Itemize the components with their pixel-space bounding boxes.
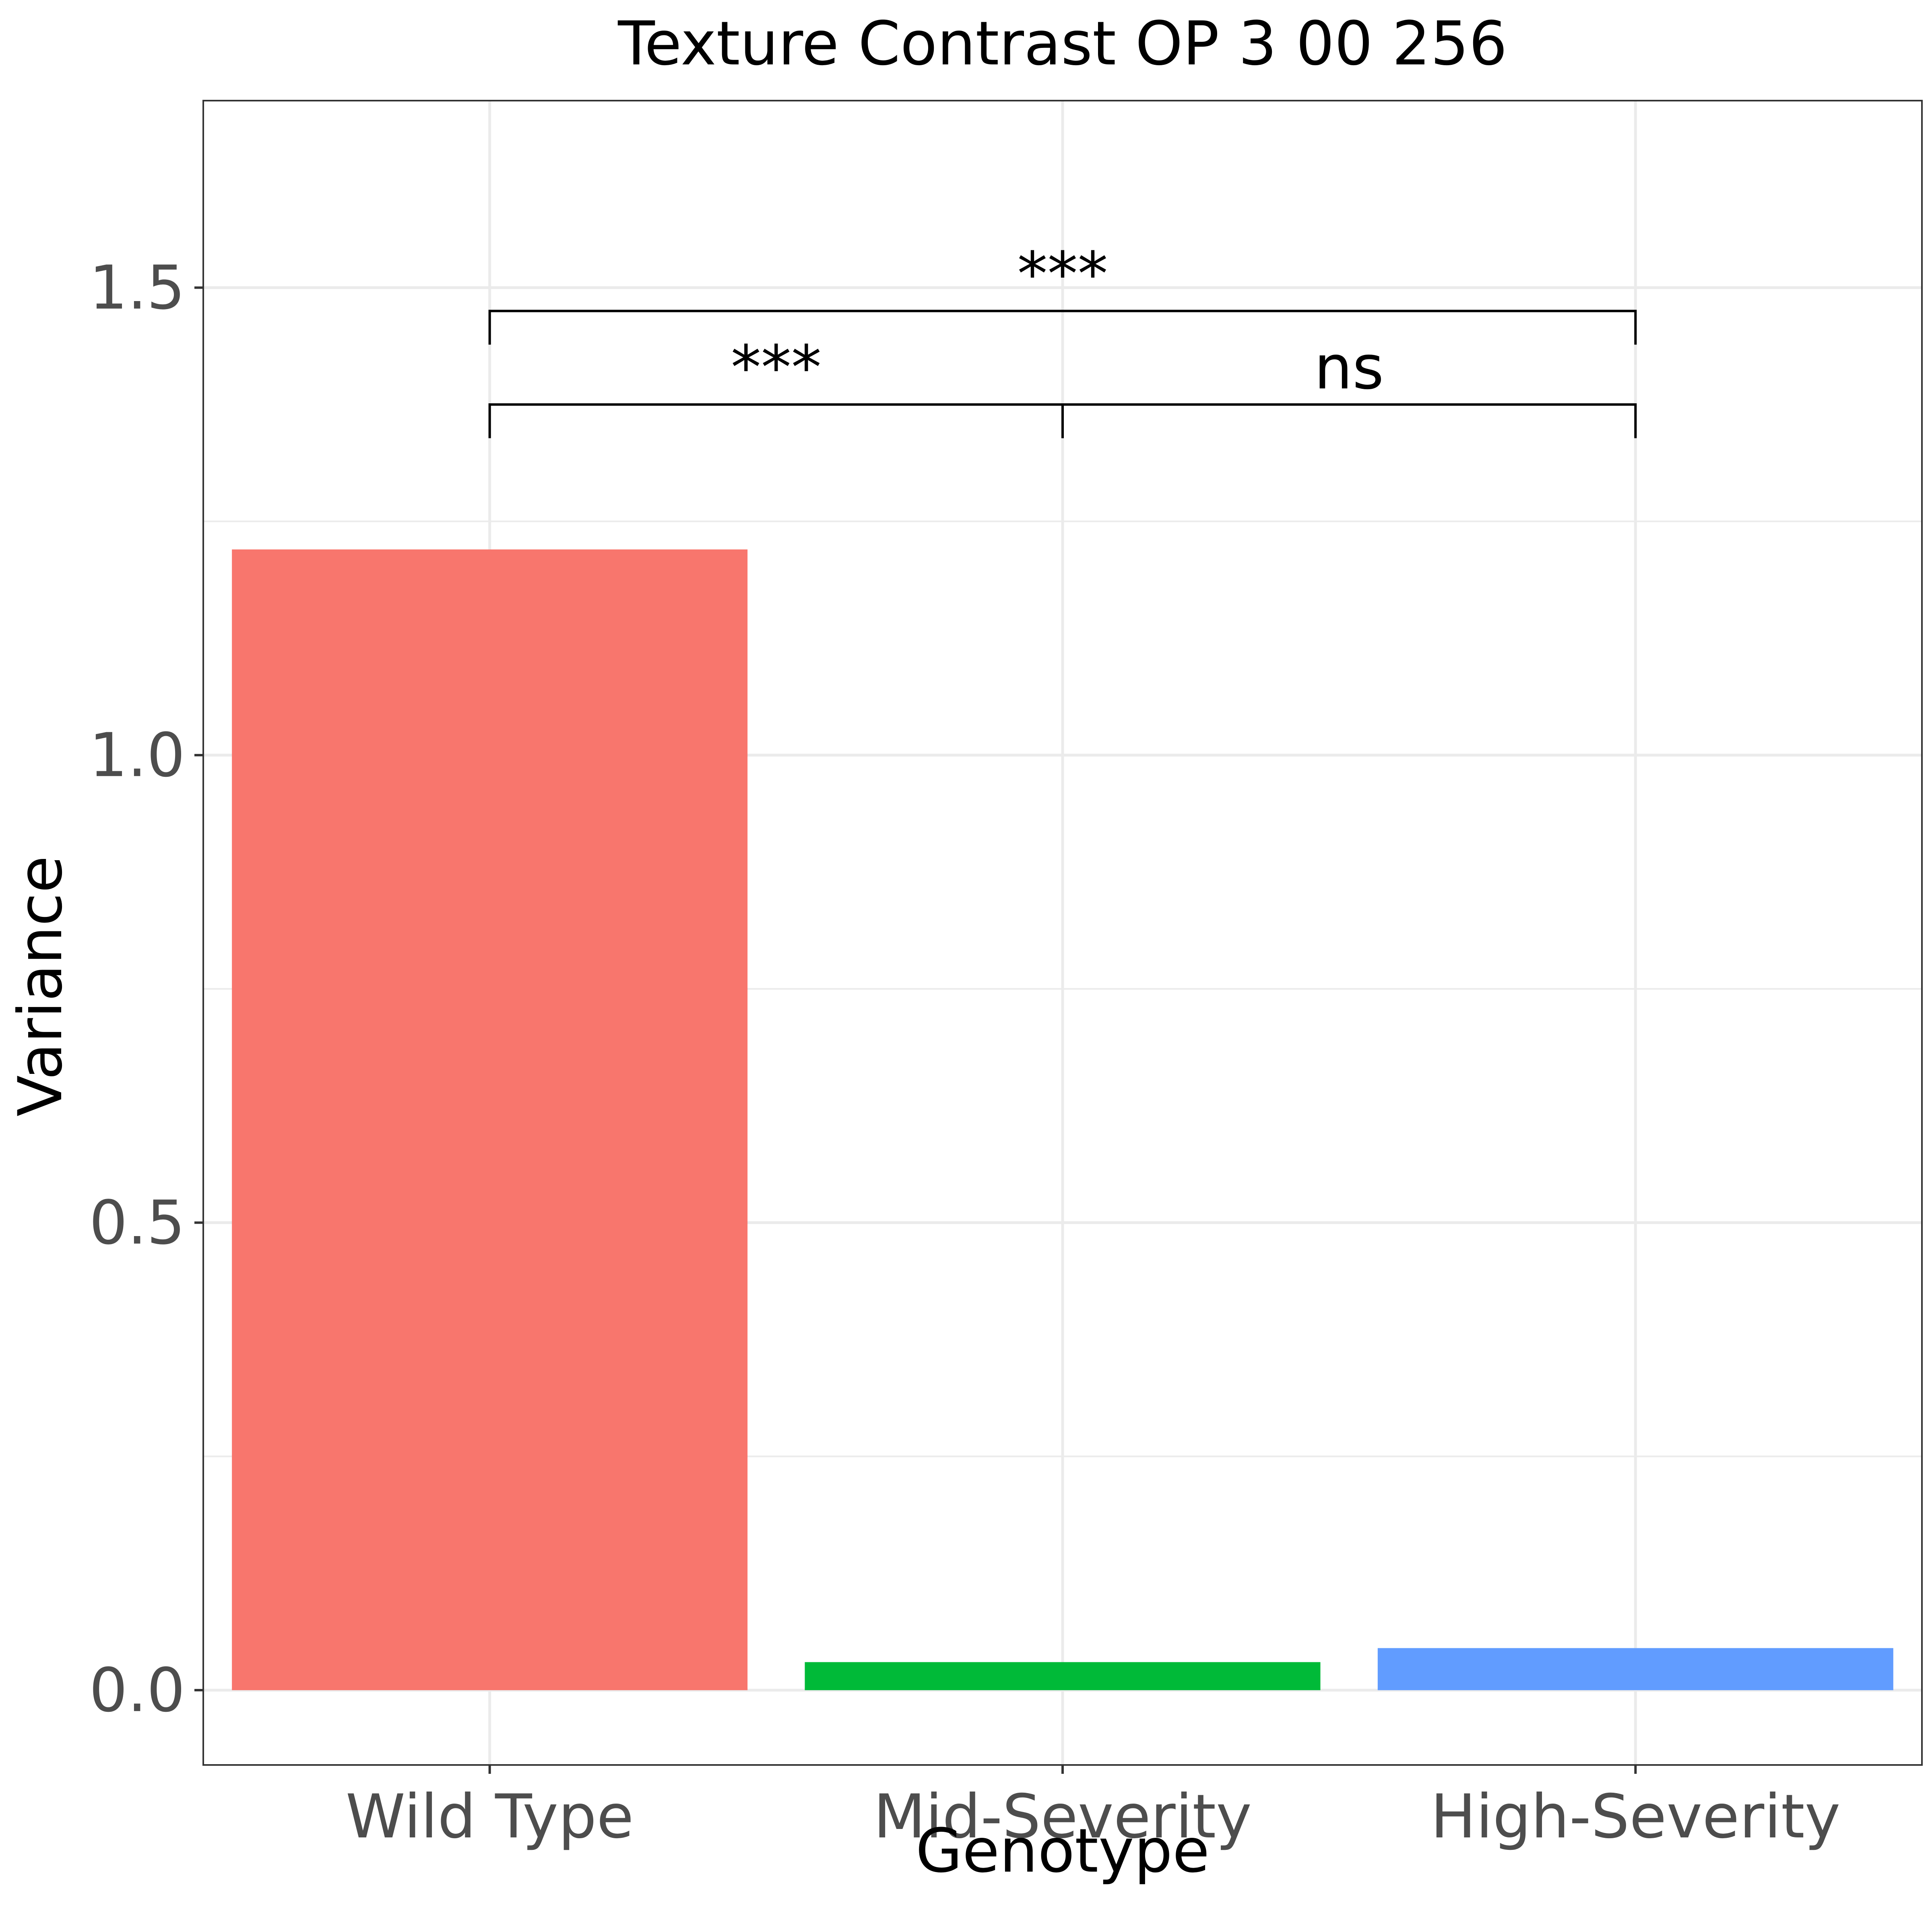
y-tick-label: 0.0	[89, 1655, 185, 1726]
y-axis: 0.0 0.5 1.0 1.5	[89, 253, 203, 1726]
bars	[232, 549, 1893, 1690]
bar-wild-type	[232, 549, 748, 1690]
x-tick-label: Mid-Severity	[873, 1782, 1252, 1852]
significance-brackets: *** ns ***	[488, 239, 1637, 438]
x-axis: Wild Type Mid-Severity High-Severity	[346, 1765, 1841, 1852]
y-tick-label: 1.5	[89, 253, 185, 323]
significance-bracket	[1061, 403, 1637, 438]
significance-bracket	[488, 403, 1064, 438]
bar-mid-severity	[805, 1662, 1321, 1690]
y-tick-label: 1.0	[89, 720, 185, 791]
bar-high-severity	[1377, 1648, 1893, 1690]
chart-title: Texture Contrast OP 3 00 256	[617, 9, 1507, 79]
y-tick-label: 0.5	[89, 1188, 185, 1258]
significance-label: ***	[731, 333, 822, 403]
significance-bracket	[488, 310, 1637, 345]
x-tick-label: High-Severity	[1430, 1782, 1840, 1852]
x-tick-label: Wild Type	[346, 1782, 634, 1852]
y-axis-title: Variance	[6, 856, 76, 1117]
significance-label: ***	[1018, 239, 1108, 310]
x-axis-title: Genotype	[916, 1816, 1210, 1886]
significance-label: ns	[1314, 333, 1384, 403]
